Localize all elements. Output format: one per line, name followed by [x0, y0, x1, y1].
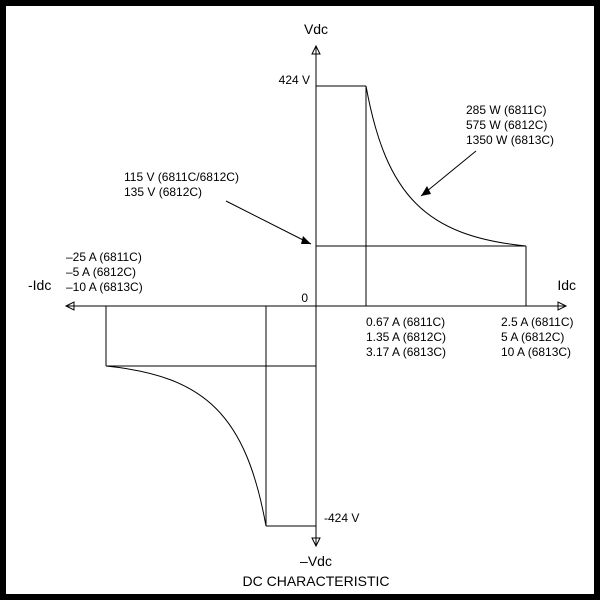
pwr-line2: 575 W (6812C) [466, 118, 547, 132]
chart-title: DC CHARACTERISTIC [242, 573, 389, 589]
ineg-line1: –25 A (6811C) [66, 250, 142, 264]
x-pos-label: Idc [557, 277, 576, 293]
pwr-line3: 1350 W (6813C) [466, 133, 554, 147]
vpos-tick: 424 V [279, 73, 310, 87]
y-axis [312, 46, 320, 546]
arrow-to-knee [226, 201, 311, 244]
vneg-tick: -424 V [324, 511, 359, 525]
x-neg-label: -Idc [28, 277, 51, 293]
ipos-in-line3: 3.17 A (6813C) [366, 345, 446, 359]
q3-envelope [106, 306, 316, 526]
ipos-in-line2: 1.35 A (6812C) [366, 330, 446, 344]
ipos-out-line3: 10 A (6813C) [501, 345, 571, 359]
arrow-to-power-curve [421, 151, 476, 196]
ipos-out-line1: 2.5 A (6811C) [501, 315, 574, 329]
origin-label: 0 [301, 291, 308, 305]
ipos-out-line2: 5 A (6812C) [501, 330, 564, 344]
vknee-line1: 115 V (6811C/6812C) [124, 170, 239, 184]
vknee-line2: 135 V (6812C) [124, 185, 202, 199]
diagram-frame: Vdc –Vdc Idc -Idc 0 424 V -424 V 115 V (… [0, 0, 600, 600]
pwr-line1: 285 W (6811C) [466, 103, 546, 117]
ineg-line2: –5 A (6812C) [66, 265, 136, 279]
y-pos-label: Vdc [304, 21, 328, 37]
y-neg-label: –Vdc [300, 553, 332, 569]
ipos-in-line1: 0.67 A (6811C) [366, 315, 445, 329]
ineg-line3: –10 A (6813C) [66, 280, 143, 294]
dc-characteristic-plot: Vdc –Vdc Idc -Idc 0 424 V -424 V 115 V (… [6, 6, 594, 594]
